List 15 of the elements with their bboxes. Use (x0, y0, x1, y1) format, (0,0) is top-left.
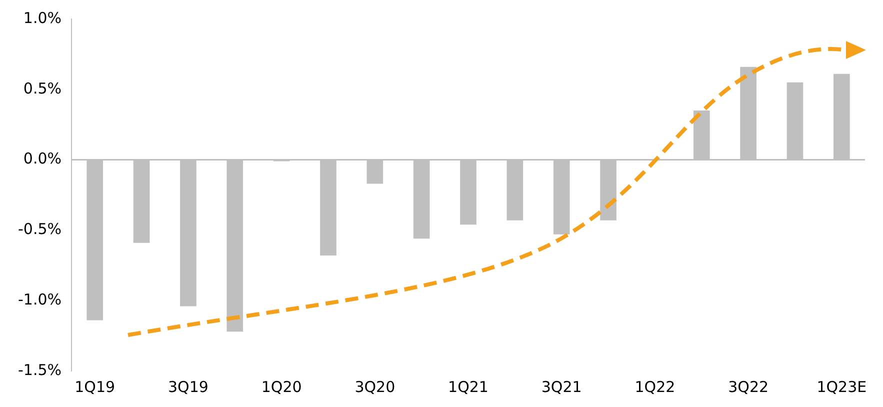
x-tick-label: 1Q19 (74, 378, 116, 396)
y-tick-label: 0.5% (23, 79, 62, 98)
x-tick-label: 1Q22 (634, 378, 676, 396)
y-tick-label: 1.0% (23, 8, 62, 27)
x-tick-label: 3Q19 (168, 378, 208, 396)
y-tick-label: -0.5% (18, 220, 62, 238)
x-tick-label: 3Q21 (541, 378, 582, 396)
x-tick-label: 3Q20 (354, 378, 396, 396)
x-tick-label: 1Q23E (816, 378, 867, 396)
y-tick-label: 0.0% (23, 150, 62, 168)
x-tick-label: 3Q22 (728, 378, 769, 396)
x-tick-label: 1Q20 (261, 378, 302, 396)
y-tick-label: -1.5% (18, 360, 62, 379)
x-tick-label: 1Q21 (448, 378, 488, 396)
y-tick-label: -1.0% (18, 290, 62, 308)
